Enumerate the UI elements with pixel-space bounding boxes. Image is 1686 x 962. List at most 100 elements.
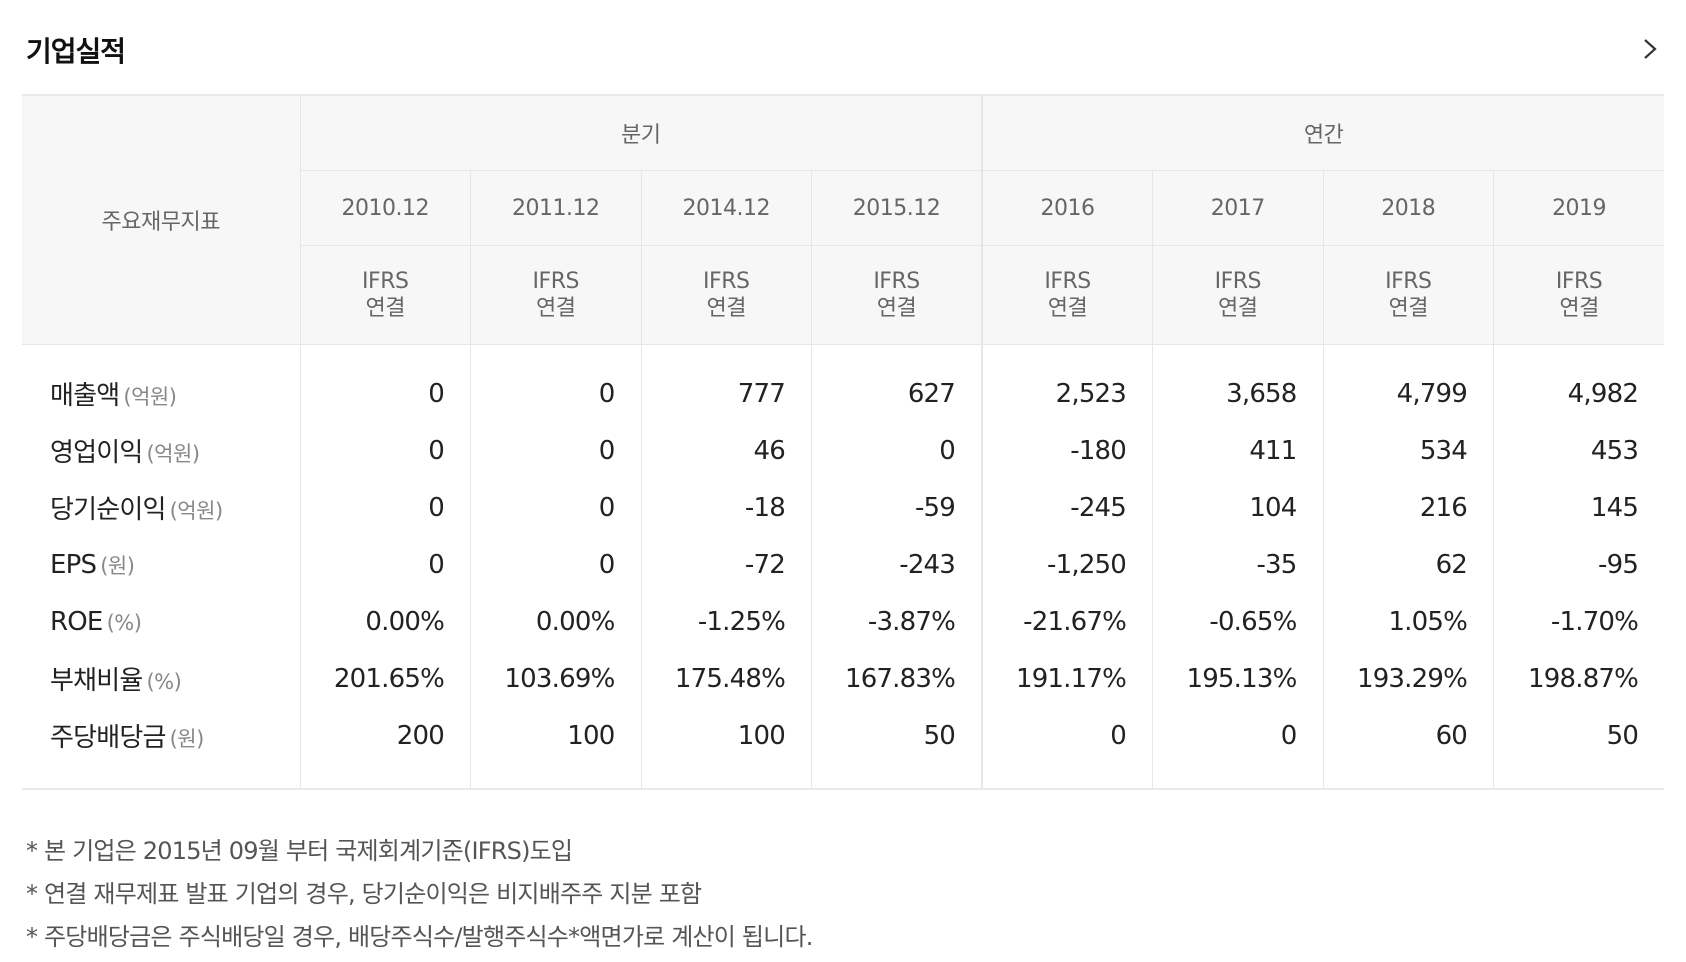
metric-value: -72 (640, 536, 812, 593)
period-header: 2011.12 (470, 170, 641, 246)
metric-value: 195.13% (1152, 650, 1324, 707)
metric-value: 104 (1152, 479, 1324, 536)
period-header: 2014.12 (640, 170, 812, 246)
metric-name: ROE (50, 606, 103, 637)
metric-label: 영업이익 (억원) (22, 422, 300, 479)
basis-header: IFRS 연결 (811, 245, 983, 345)
metric-value: 0 (470, 536, 641, 593)
basis-header: IFRS 연결 (640, 245, 812, 345)
metric-value: 1.05% (1322, 593, 1494, 650)
metric-value: 0 (470, 422, 641, 479)
metric-value: 201.65% (299, 650, 471, 707)
metric-value: 0 (299, 365, 471, 422)
period-header: 2018 (1322, 170, 1494, 246)
footnote: * 본 기업은 2015년 09월 부터 국제회계기준(IFRS)도입 (26, 837, 573, 865)
metric-value: 0.00% (299, 593, 471, 650)
metric-unit: (%) (106, 610, 142, 635)
metric-value: 46 (640, 422, 812, 479)
metric-value: 0 (299, 479, 471, 536)
metric-value: -0.65% (1152, 593, 1324, 650)
table-row: 영업이익 (억원) 0 0 46 0 -180 411 534 453 (22, 422, 1665, 479)
metric-value: 191.17% (981, 650, 1153, 707)
metric-value: 0 (981, 707, 1153, 764)
metric-value: 167.83% (811, 650, 983, 707)
basis-header: IFRS 연결 (1493, 245, 1665, 345)
metric-value: -245 (981, 479, 1153, 536)
metric-value: 0 (470, 365, 641, 422)
metric-value: 4,982 (1493, 365, 1665, 422)
metric-value: 193.29% (1322, 650, 1494, 707)
metric-value: 0 (470, 479, 641, 536)
metric-value: -18 (640, 479, 812, 536)
metric-value: 0 (1152, 707, 1324, 764)
metric-label: EPS (원) (22, 536, 300, 593)
period-header: 2016 (981, 170, 1153, 246)
period-header: 2015.12 (811, 170, 983, 246)
metric-value: -180 (981, 422, 1153, 479)
metric-value: 4,799 (1322, 365, 1494, 422)
metric-value: 50 (1493, 707, 1665, 764)
metric-name: 부채비율 (50, 666, 143, 696)
metric-label: 주당배당금 (원) (22, 707, 300, 764)
basis-header: IFRS 연결 (299, 245, 471, 345)
metric-value: 411 (1152, 422, 1324, 479)
metric-name: 주당배당금 (50, 723, 166, 753)
metric-unit: (원) (100, 553, 135, 578)
metric-value: 198.87% (1493, 650, 1665, 707)
metric-value: -21.67% (981, 593, 1153, 650)
metric-value: 777 (640, 365, 812, 422)
metric-value: 200 (299, 707, 471, 764)
metric-unit: (억원) (123, 385, 177, 409)
metric-value: 453 (1493, 422, 1665, 479)
metric-label: ROE (%) (22, 593, 300, 650)
metric-name: 당기순이익 (50, 495, 166, 525)
metric-value: -1,250 (981, 536, 1153, 593)
metric-value: -1.25% (640, 593, 812, 650)
metric-value: 50 (811, 707, 983, 764)
table-row: ROE (%) 0.00% 0.00% -1.25% -3.87% -21.67% -0.65… (22, 593, 1665, 650)
metric-value: 3,658 (1152, 365, 1324, 422)
table-row: 주당배당금 (원) 200 100 100 50 0 0 60 50 (22, 707, 1665, 764)
metric-value: 627 (811, 365, 983, 422)
key-metrics-header: 주요재무지표 (22, 94, 300, 345)
metric-value: 2,523 (981, 365, 1153, 422)
metric-unit: (원) (169, 727, 205, 751)
basis-header: IFRS 연결 (981, 245, 1153, 345)
metric-value: 62 (1322, 536, 1494, 593)
metric-value: -59 (811, 479, 983, 536)
metric-value: 216 (1322, 479, 1494, 536)
metric-name: 매출액 (50, 381, 120, 411)
metric-unit: (억원) (146, 442, 200, 466)
footnotes: * 본 기업은 2015년 09월 부터 국제회계기준(IFRS)도입 * 연결… (26, 830, 1664, 959)
metric-value: 100 (640, 707, 812, 764)
metric-value: -3.87% (811, 593, 983, 650)
metric-value: -1.70% (1493, 593, 1665, 650)
period-header: 2017 (1152, 170, 1324, 246)
group-header-quarterly: 분기 (299, 94, 983, 171)
metric-value: 0 (299, 536, 471, 593)
chevron-right-icon (1644, 39, 1657, 59)
period-header: 2019 (1493, 170, 1665, 246)
metric-value: 0.00% (470, 593, 641, 650)
metric-value: -95 (1493, 536, 1665, 593)
metric-label: 부채비율 (%) (22, 650, 300, 707)
metric-label: 매출액 (억원) (22, 365, 300, 422)
section-header: 기업실적 (26, 26, 1664, 72)
basis-header: IFRS 연결 (470, 245, 641, 345)
metric-name: EPS (50, 549, 97, 580)
financial-performance-table: 주요재무지표 분기 연간 2010.12 2011.12 2014.12 201… (22, 94, 1665, 790)
metric-unit: (%) (146, 670, 182, 694)
metric-value: 0 (811, 422, 983, 479)
table-row: EPS (원) 0 0 -72 -243 -1,250 -35 62 -95 (22, 536, 1665, 593)
metric-unit: (억원) (169, 499, 224, 523)
basis-header: IFRS 연결 (1152, 245, 1324, 345)
section-title: 기업실적 (26, 35, 126, 68)
more-button[interactable] (1628, 26, 1664, 72)
basis-header: IFRS 연결 (1322, 245, 1494, 345)
period-header: 2010.12 (299, 170, 471, 246)
group-header-annual: 연간 (981, 94, 1665, 171)
metric-value: 0 (299, 422, 471, 479)
table-row: 부채비율 (%) 201.65% 103.69% 175.48% 167.83% 191.1… (22, 650, 1665, 707)
metric-value: 145 (1493, 479, 1665, 536)
metric-value: -35 (1152, 536, 1324, 593)
